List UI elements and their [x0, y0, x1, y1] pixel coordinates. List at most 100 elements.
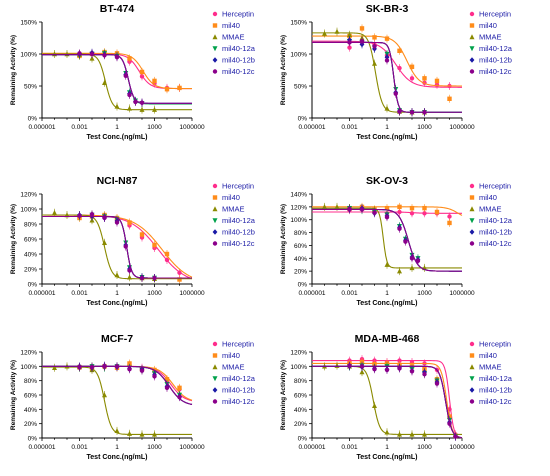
data-point — [114, 364, 120, 369]
y-tick-label: 80% — [294, 378, 307, 385]
data-point — [422, 205, 427, 211]
y-tick-label: 0% — [298, 282, 308, 289]
chart-title: MDA-MB-468 — [355, 333, 420, 345]
legend-label-mil40-12b: mil40-12b — [222, 56, 255, 65]
data-point — [372, 210, 377, 215]
y-tick-label: 150% — [20, 20, 37, 27]
x-tick-label: 0.000001 — [298, 444, 325, 451]
fit-curve-mil40-12c — [42, 365, 193, 405]
data-point — [397, 48, 402, 53]
x-tick-label: 0.000001 — [28, 444, 55, 451]
x-tick-label: 1000 — [417, 444, 432, 451]
y-tick-label: 100% — [20, 207, 37, 214]
x-tick-label: 0.001 — [341, 124, 358, 131]
data-point — [359, 207, 365, 212]
data-point — [469, 206, 475, 212]
fit-curve-mmae — [42, 366, 192, 435]
legend-label-mil40: mil40 — [222, 193, 240, 202]
data-point — [347, 40, 352, 45]
y-tick-label: 60% — [24, 237, 37, 244]
data-point — [212, 11, 218, 17]
data-point — [372, 35, 377, 40]
y-tick-label: 140% — [290, 192, 307, 199]
fit-curve-mil40-12c — [42, 54, 192, 104]
data-point — [422, 76, 427, 81]
data-point — [212, 399, 218, 404]
data-point — [164, 257, 170, 263]
legend-label-mil40-12a: mil40-12a — [479, 374, 513, 383]
legend: Herceptin mil40 MMAE mil40-12a mil40-12b mil4… — [469, 10, 513, 76]
data-point — [359, 364, 365, 369]
legend-label-herceptin: Herceptin — [479, 182, 511, 191]
fit-curve-mmae — [312, 365, 462, 435]
y-axis-label: Remaining Activity (%) — [10, 204, 17, 274]
data-point — [469, 69, 475, 74]
legend-label-mmae: MMAE — [479, 363, 502, 372]
legend-label-mil40-12c: mil40-12c — [479, 67, 512, 76]
fit-curve-mil40-12c — [312, 41, 462, 113]
legend-label-herceptin: Herceptin — [222, 10, 254, 19]
x-axis-label: Test Conc.(ng/mL) — [87, 134, 148, 141]
y-tick-label: 100% — [290, 217, 307, 224]
y-tick-label: 40% — [24, 252, 37, 259]
data-point — [123, 244, 128, 249]
data-point — [469, 46, 475, 52]
data-point — [139, 431, 145, 437]
legend-label-mil40-12c: mil40-12c — [222, 397, 255, 406]
legend-label-mil40-12a: mil40-12a — [222, 44, 256, 53]
x-tick-label: 1000 — [147, 290, 162, 297]
legend-label-mil40-12a: mil40-12a — [479, 44, 513, 53]
data-point — [164, 87, 170, 92]
data-point — [127, 92, 132, 98]
x-tick-label: 1 — [385, 290, 389, 297]
y-axis-label: Remaining Activity (%) — [10, 35, 17, 105]
data-point — [52, 210, 57, 215]
legend-label-mil40: mil40 — [222, 351, 240, 360]
data-point — [409, 110, 415, 115]
legend-label-mil40-12c: mil40-12c — [479, 397, 512, 406]
y-axis-label: Remaining Activity (%) — [10, 360, 17, 430]
chart-panel-2: SK-BR-3 0% 50% 100% 150% 0.000001 0.001 1 1000 10… — [280, 3, 513, 141]
data-point — [212, 34, 218, 40]
x-tick-label: 1 — [385, 444, 389, 451]
y-tick-label: 60% — [294, 243, 307, 250]
data-point — [409, 256, 415, 261]
data-point — [177, 277, 182, 282]
data-point — [114, 428, 120, 434]
data-point — [212, 46, 218, 52]
legend-label-mil40-12b: mil40-12b — [479, 228, 512, 237]
data-point — [447, 96, 452, 101]
legend: Herceptin mil40 MMAE mil40-12a mil40-12b mil4… — [469, 340, 513, 406]
data-point — [409, 76, 415, 81]
y-axis-label: Remaining Activity (%) — [280, 35, 287, 105]
data-point — [347, 206, 352, 211]
y-tick-label: 40% — [294, 407, 307, 414]
data-point — [384, 367, 390, 373]
data-point — [397, 431, 402, 437]
data-point — [127, 367, 132, 372]
x-tick-label: 1000000 — [449, 444, 475, 451]
legend-label-mil40-12a: mil40-12a — [479, 216, 513, 225]
data-point — [384, 214, 390, 220]
data-point — [469, 23, 475, 28]
data-point — [469, 364, 475, 370]
data-point — [359, 369, 365, 375]
x-tick-label: 0.000001 — [28, 290, 55, 297]
data-point — [127, 268, 132, 273]
data-point — [384, 205, 390, 211]
legend: Herceptin mil40 MMAE mil40-12a mil40-12b mil4… — [469, 182, 513, 248]
x-tick-label: 0.000001 — [28, 124, 55, 131]
data-point — [114, 103, 120, 109]
data-point — [152, 431, 157, 437]
data-point — [212, 183, 218, 189]
y-tick-label: 50% — [294, 84, 307, 91]
data-point — [359, 39, 365, 44]
chart-panel-3: NCI-N87 0% 20% 40% 60% 80% 100% 120% 0.000001 0.0… — [10, 175, 256, 307]
legend-label-mmae: MMAE — [479, 33, 502, 42]
x-tick-label: 0.001 — [341, 444, 358, 451]
legend-label-mil40-12a: mil40-12a — [222, 216, 256, 225]
data-point — [469, 11, 475, 17]
data-point — [89, 364, 95, 370]
x-tick-label: 0.000001 — [298, 290, 325, 297]
data-point — [409, 64, 415, 69]
